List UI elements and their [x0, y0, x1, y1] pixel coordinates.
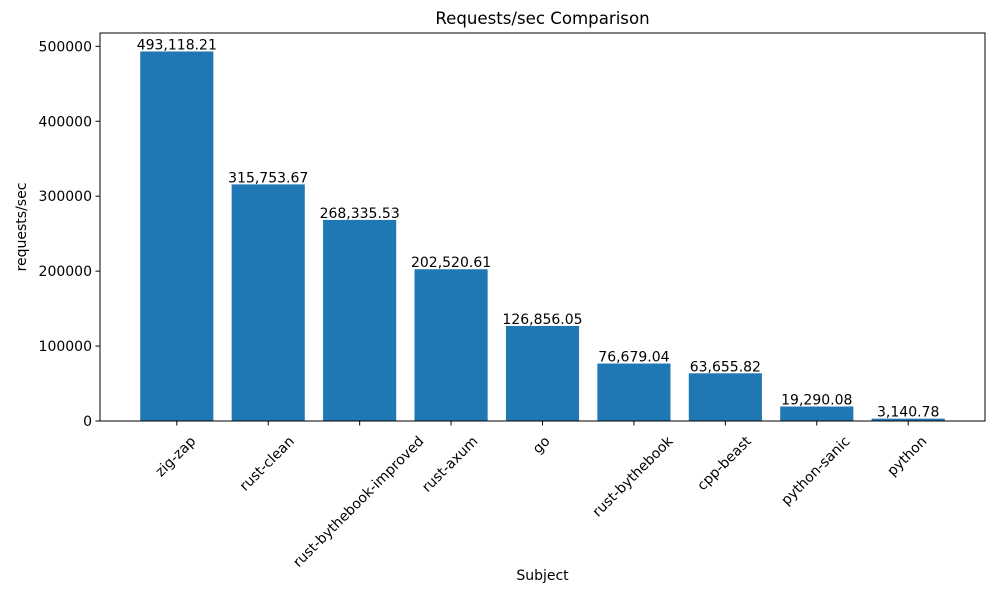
bar-value-label: 315,753.67	[228, 170, 308, 186]
x-tick-label-rust-axum: rust-axum	[419, 434, 481, 496]
bar-zig-zap	[140, 51, 214, 421]
x-tick-label-go: go	[530, 434, 554, 458]
bar-rust-axum	[414, 269, 488, 421]
x-tick-label-cpp-beast: cpp-beast	[694, 433, 755, 494]
bar-value-label: 3,140.78	[877, 405, 939, 421]
bar-rust-bythebook-improved	[323, 219, 397, 421]
bar-go	[505, 325, 580, 421]
y-tick-label: 0	[83, 414, 92, 430]
bar-rust-clean	[231, 184, 305, 421]
chart-title: Requests/sec Comparison	[435, 9, 650, 28]
bar-value-label: 126,856.05	[502, 312, 582, 328]
bar-python	[871, 418, 945, 421]
y-tick-label: 100000	[39, 339, 92, 355]
bar-cpp-beast	[688, 373, 762, 421]
x-tick-label-rust-clean: rust-clean	[237, 434, 298, 495]
y-axis-label: requests/sec	[14, 182, 30, 272]
bar-value-label: 202,520.61	[411, 255, 491, 271]
bar-value-label: 493,118.21	[137, 37, 217, 53]
y-tick-label: 200000	[39, 264, 92, 280]
x-tick-label-python: python	[884, 434, 930, 480]
bar-value-label: 19,290.08	[781, 393, 852, 409]
bar-value-label: 63,655.82	[690, 359, 761, 375]
y-tick-label: 300000	[39, 189, 92, 205]
x-axis-label: Subject	[516, 568, 569, 584]
x-tick-label-rust-bythebook-improved: rust-bythebook-improved	[290, 434, 427, 571]
x-tick-label-python-sanic: python-sanic	[778, 434, 853, 509]
y-tick-label: 400000	[39, 114, 92, 130]
bar-python-sanic	[780, 406, 854, 421]
x-tick-label-zig-zap: zig-zap	[153, 433, 200, 480]
bar-value-label: 268,335.53	[320, 206, 400, 222]
x-tick-label-rust-bythebook: rust-bythebook	[590, 433, 677, 520]
y-tick-label: 500000	[39, 39, 92, 55]
bar-rust-bythebook	[597, 363, 671, 421]
bar-value-label: 76,679.04	[598, 350, 669, 366]
